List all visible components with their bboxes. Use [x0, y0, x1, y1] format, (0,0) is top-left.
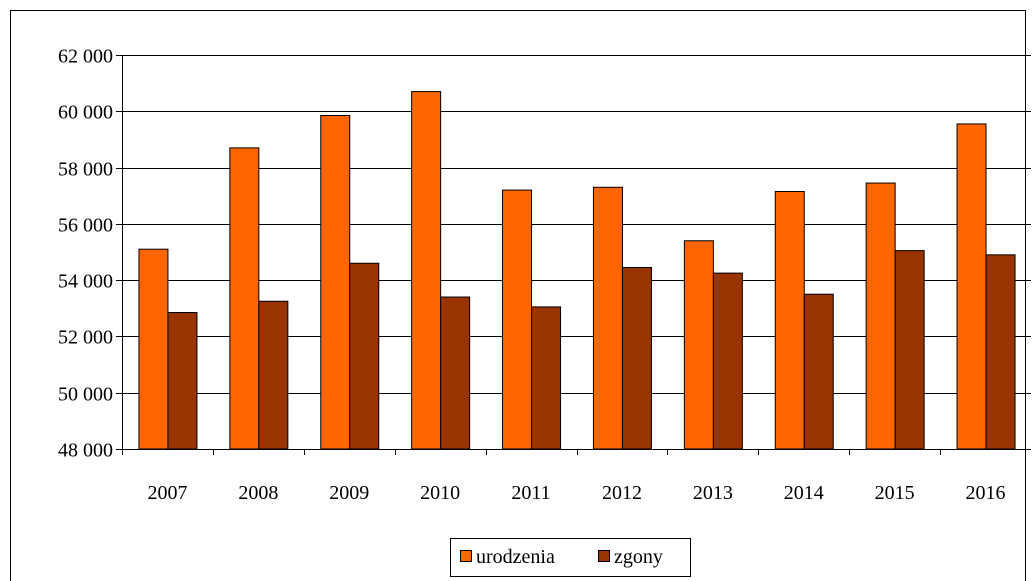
x-tick-label: 2007 [147, 482, 187, 504]
bar-zgony-2011 [531, 306, 562, 450]
bar-urodzenia-2007 [138, 248, 169, 450]
bar-urodzenia-2011 [502, 189, 533, 450]
legend-label-zgony: zgony [614, 546, 663, 568]
x-tick-label: 2012 [602, 482, 642, 504]
bar-zgony-2016 [985, 254, 1016, 450]
bar-urodzenia-2009 [320, 115, 351, 450]
axes [116, 55, 1031, 455]
bar-urodzenia-2015 [865, 182, 896, 450]
bar-urodzenia-2012 [592, 186, 623, 450]
bar-zgony-2008 [258, 300, 289, 450]
bar-zgony-2015 [894, 250, 925, 450]
bar-urodzenia-2010 [411, 91, 442, 450]
x-tick-label: 2013 [693, 482, 733, 504]
y-tick-label: 54 000 [58, 271, 113, 293]
x-tick-label: 2009 [329, 482, 369, 504]
bar-zgony-2009 [349, 262, 380, 450]
y-tick-label: 48 000 [58, 440, 113, 462]
bar-urodzenia-2014 [774, 190, 805, 450]
bar-zgony-2012 [621, 266, 652, 450]
y-tick-label: 56 000 [58, 215, 113, 237]
x-tick-label: 2010 [420, 482, 460, 504]
y-tick-label: 50 000 [58, 384, 113, 406]
x-tick-label: 2008 [238, 482, 278, 504]
legend-label-urodzenia: urodzenia [476, 546, 555, 568]
bar-zgony-2014 [803, 293, 834, 450]
x-tick-label: 2014 [784, 482, 824, 504]
bars [138, 91, 1016, 450]
bar-urodzenia-2013 [683, 240, 714, 450]
bar-urodzenia-2016 [956, 123, 987, 450]
y-tick-label: 62 000 [58, 46, 113, 68]
legend-swatch-zgony [598, 550, 610, 562]
x-tick-label: 2011 [511, 482, 550, 504]
x-tick-labels: 2007 2008 2009 2010 2011 2012 2013 2014 2015 2016 [147, 482, 1005, 504]
y-tick-label: 58 000 [58, 159, 113, 181]
y-tick-label: 52 000 [58, 327, 113, 349]
bar-zgony-2010 [440, 296, 471, 450]
bar-zgony-2007 [167, 312, 198, 450]
bar-zgony-2013 [712, 272, 743, 450]
y-tick-label: 60 000 [58, 102, 113, 124]
y-tick-labels: 48 000 50 000 52 000 54 000 56 000 58 000 60 0… [58, 46, 113, 462]
bar-urodzenia-2008 [229, 147, 260, 450]
x-tick-label: 2015 [875, 482, 915, 504]
legend-swatch-urodzenia [460, 550, 472, 562]
x-tick-label: 2016 [966, 482, 1006, 504]
legend-box [450, 538, 691, 577]
legend: urodzenia zgony [450, 538, 691, 577]
